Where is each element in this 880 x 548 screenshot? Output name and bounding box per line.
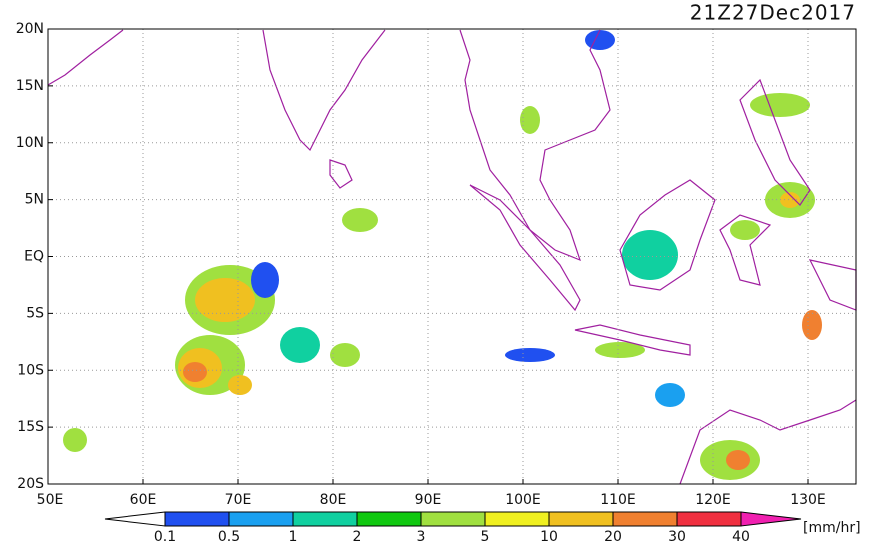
colorbar-cell xyxy=(228,511,294,527)
lat-label: 15S xyxy=(17,419,44,435)
lon-label: 90E xyxy=(415,492,442,508)
lat-label: EQ xyxy=(24,249,44,265)
colorbar-label: 5 xyxy=(481,529,490,544)
colorbar-cell xyxy=(612,511,678,527)
lat-label: 15N xyxy=(16,78,44,94)
colorbar-label: 0.5 xyxy=(218,529,240,544)
lat-label: 10S xyxy=(17,362,44,378)
colorbar-label: 1 xyxy=(289,529,298,544)
map-frame xyxy=(47,28,857,485)
lon-label: 50E xyxy=(37,492,64,508)
rain-areas xyxy=(63,30,822,480)
lon-label: 110E xyxy=(600,492,636,508)
lon-label: 60E xyxy=(130,492,157,508)
colorbar-unit: [mm/hr] xyxy=(803,520,861,536)
colorbar-high xyxy=(740,511,802,527)
colorbar-low xyxy=(104,511,166,527)
lat-label: 20N xyxy=(16,21,44,37)
colorbar-label: 0.1 xyxy=(154,529,176,544)
colorbar-cell xyxy=(164,511,230,527)
lat-label: 5S xyxy=(26,305,44,321)
colorbar-cell xyxy=(292,511,358,527)
colorbar-label: 40 xyxy=(732,529,750,544)
lon-label: 70E xyxy=(225,492,252,508)
colorbar-label: 30 xyxy=(668,529,686,544)
colorbar-cell xyxy=(484,511,550,527)
lon-label: 80E xyxy=(320,492,347,508)
colorbar-cell xyxy=(676,511,742,527)
lon-label: 130E xyxy=(790,492,826,508)
colorbar-label: 3 xyxy=(417,529,426,544)
colorbar-label: 20 xyxy=(604,529,622,544)
colorbar-cell xyxy=(420,511,486,527)
lat-label: 5N xyxy=(25,192,44,208)
lon-label: 120E xyxy=(695,492,731,508)
colorbar-cell xyxy=(548,511,614,527)
lat-label: 10N xyxy=(16,135,44,151)
colorbar-label: 10 xyxy=(540,529,558,544)
lon-label: 100E xyxy=(505,492,541,508)
lat-label: 20S xyxy=(17,476,44,492)
colorbar-cell xyxy=(356,511,422,527)
map-title: 21Z27Dec2017 xyxy=(690,1,856,25)
colorbar-label: 2 xyxy=(353,529,362,544)
